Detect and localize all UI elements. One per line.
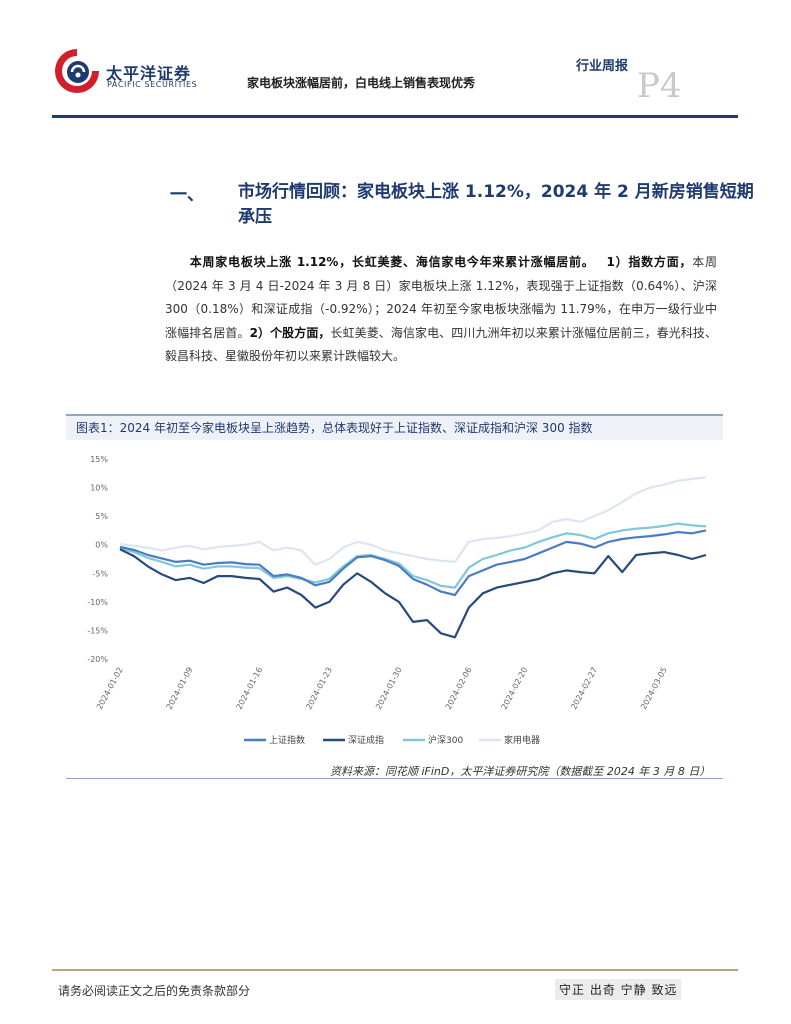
body-paragraph: 本周家电板块上涨 1.12%，长虹美菱、海信家电今年来累计涨幅居前。 1）指数方… (165, 251, 717, 369)
y-tick-label: -10% (87, 598, 108, 607)
point2-text: 长虹美菱、海信家电、四川九洲年初以来累计涨幅位居前三，春光科技、毅昌科技、星徽股… (165, 325, 717, 364)
x-tick-label: 2024-02-20 (500, 666, 530, 711)
y-tick-label: 0% (95, 541, 108, 550)
report-subtitle: 家电板块涨幅居前，白电线上销售表现优秀 (247, 76, 476, 90)
point1-label: 1）指数方面， (606, 255, 693, 269)
header-divider (52, 115, 738, 118)
footer-divider (52, 969, 738, 971)
lead-sentence: 本周家电板块上涨 1.12%，长虹美菱、海信家电今年来累计涨幅居前。 (189, 255, 595, 269)
y-tick-label: 5% (95, 512, 108, 521)
legend-label: 家用电器 (504, 734, 540, 746)
series-line-1 (119, 548, 707, 639)
y-tick-label: -5% (92, 569, 108, 578)
footer-motto: 守正 出奇 宁静 致远 (555, 979, 682, 1000)
x-tick-label: 2024-01-30 (374, 666, 404, 711)
figure-title-bar (66, 414, 723, 440)
footer-disclaimer: 请务必阅读正文之后的免责条款部分 (58, 984, 251, 998)
x-tick-label: 2024-03-05 (639, 666, 669, 711)
x-tick-label: 2024-01-09 (165, 666, 195, 711)
x-tick-label: 2024-02-27 (569, 666, 599, 711)
series-line-0 (119, 529, 707, 597)
company-name-cn: 太平洋证券 (106, 64, 192, 83)
legend-label: 上证指数 (269, 734, 305, 746)
y-tick-label: 10% (90, 484, 108, 493)
line-chart: 15% 10% 5% 0% -5% -10% -15% -20% 2024-01-02 2024-… (87, 455, 707, 746)
series-line-2 (119, 522, 707, 589)
y-tick-label: -20% (87, 655, 108, 664)
section-number: 一、 (170, 185, 204, 205)
section-title: 市场行情回顾：家电板块上涨 1.12%，2024 年 2 月新房销售短期承压 (238, 182, 754, 227)
figure-source: 资料来源：同花顺 iFinD，太平洋证券研究院（数据截至 2024 年 3 月 … (330, 765, 711, 778)
y-tick-label: 15% (90, 455, 108, 464)
company-logo-icon (55, 49, 99, 93)
figure-title: 图表1：2024 年初至今家电板块呈上涨趋势，总体表现好于上证指数、深证成指和沪… (76, 421, 593, 435)
legend-label: 深证成指 (348, 734, 384, 746)
figure-bottom-divider (66, 778, 723, 779)
x-tick-label: 2024-01-23 (304, 666, 334, 711)
legend-label: 沪深300 (428, 734, 463, 746)
x-tick-label: 2024-01-02 (95, 666, 125, 711)
x-tick-label: 2024-02-06 (444, 666, 474, 711)
y-tick-label: -15% (87, 626, 108, 635)
series-line-3 (119, 476, 707, 566)
x-tick-label: 2024-01-16 (235, 666, 265, 711)
company-name-en: PACIFIC SECURITIES (107, 80, 198, 89)
point2-label: 2）个股方面， (249, 325, 331, 340)
point1-text: 本周（2024 年 3 月 4 日-2024 年 3 月 8 日）家电板块上涨 … (165, 255, 717, 340)
page-number: P4 (637, 66, 682, 106)
report-type: 行业周报 (576, 59, 629, 74)
